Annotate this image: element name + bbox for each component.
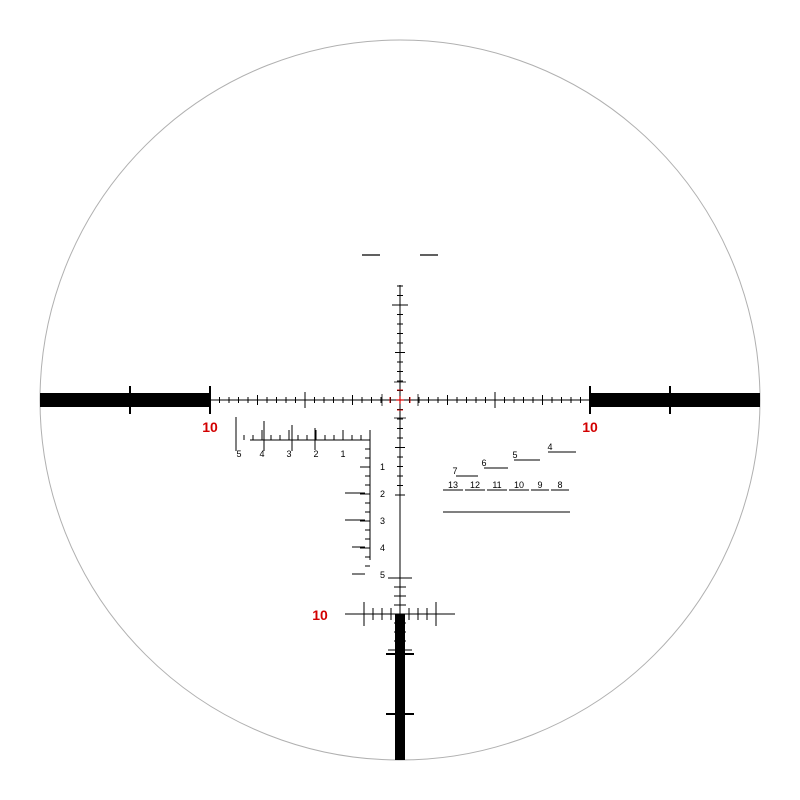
stair-4: 4 [547,442,552,452]
label-10-bottom: 10 [312,607,328,623]
range-v-2: 2 [380,489,385,499]
stair-11: 11 [492,480,501,490]
reticle-diagram: 101010123451234545678910111213 [0,0,800,800]
label-10-right: 10 [582,419,598,435]
stair-10: 10 [514,480,524,490]
range-v-5: 5 [380,570,385,580]
range-v-1: 1 [380,462,385,472]
range-v-3: 3 [380,516,385,526]
range-v-4: 4 [380,543,385,553]
stair-5: 5 [512,450,517,460]
range-h-2: 2 [313,449,318,459]
stair-8: 8 [557,480,562,490]
range-h-1: 1 [340,449,345,459]
range-h-3: 3 [286,449,291,459]
stair-6: 6 [481,458,486,468]
stair-13: 13 [448,480,458,490]
stair-7: 7 [452,466,457,476]
label-10-left: 10 [202,419,218,435]
stair-12: 12 [470,480,480,490]
range-h-5: 5 [236,449,241,459]
stair-9: 9 [537,480,542,490]
